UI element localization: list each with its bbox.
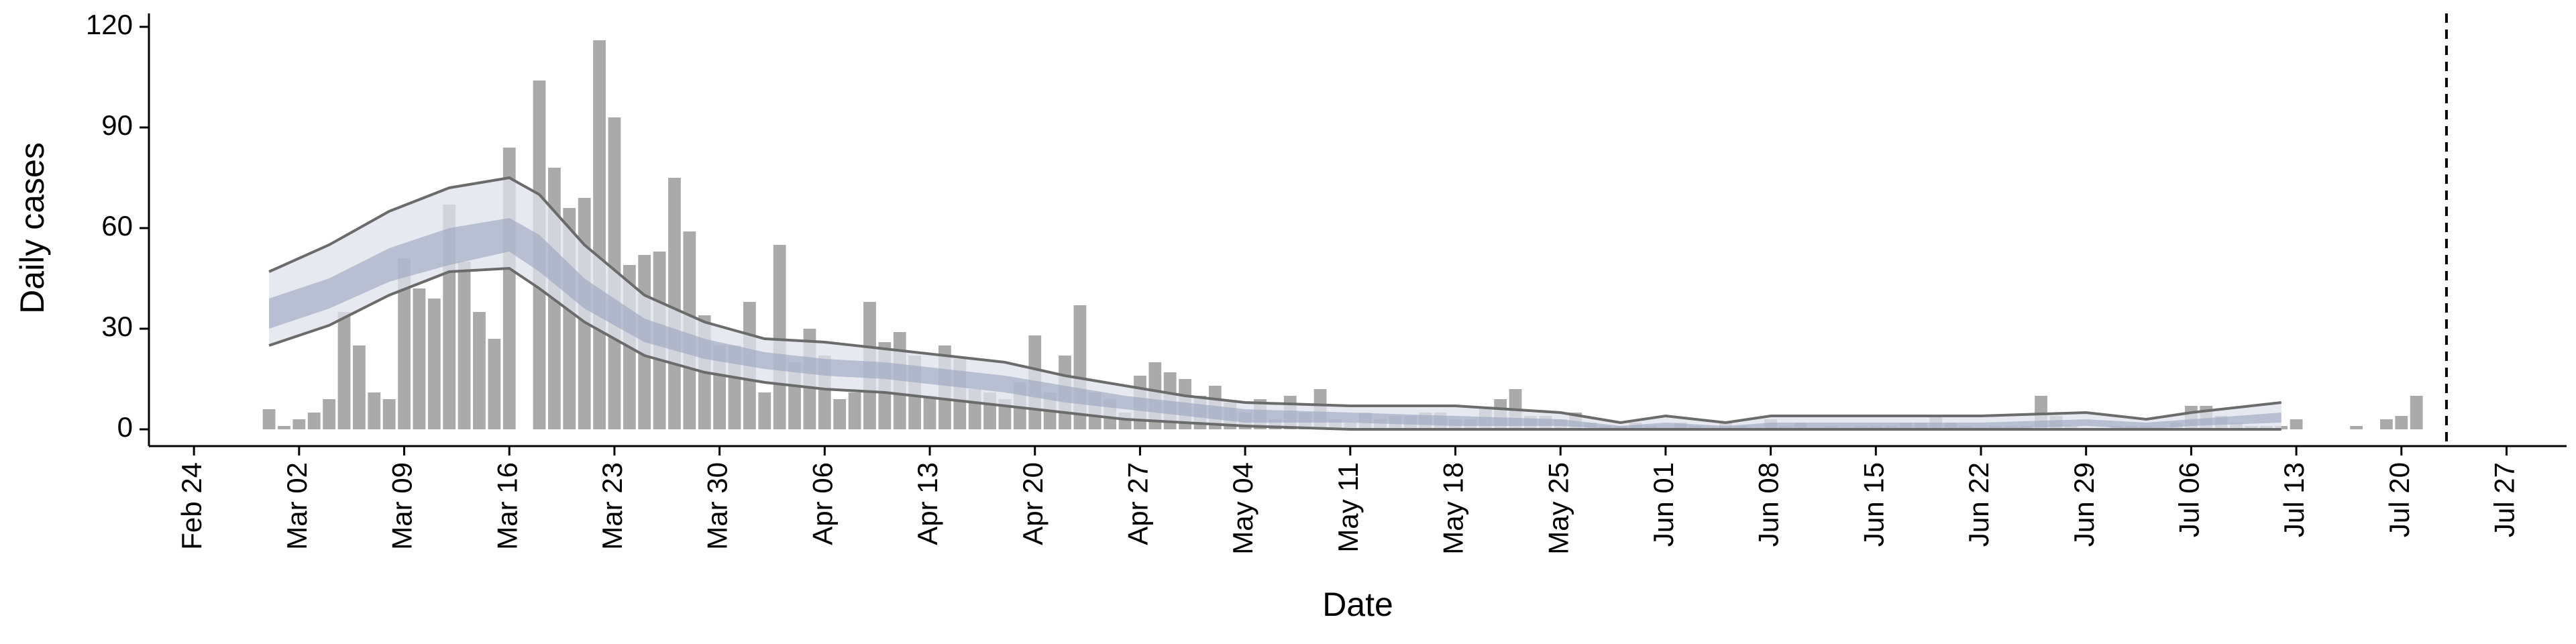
- bar: [352, 345, 366, 429]
- bar: [2350, 426, 2363, 429]
- x-tick-label: May 11: [1332, 462, 1364, 553]
- x-tick-label: Apr 20: [1017, 462, 1049, 545]
- bar: [758, 392, 771, 429]
- x-tick-label: Feb 24: [176, 462, 207, 550]
- bar: [413, 288, 426, 429]
- y-tick-label: 60: [101, 210, 133, 241]
- x-tick-label: Apr 27: [1122, 462, 1154, 545]
- bar: [307, 413, 321, 429]
- y-tick-label: 30: [101, 311, 133, 342]
- x-tick-label: Jul 06: [2173, 462, 2204, 537]
- x-axis-title: Date: [1322, 586, 1393, 623]
- bar: [923, 396, 936, 429]
- bar: [292, 419, 306, 429]
- x-tick-label: Jun 29: [2068, 462, 2100, 547]
- x-tick-label: Mar 02: [281, 462, 313, 550]
- x-tick-label: Mar 30: [702, 462, 733, 550]
- bar: [458, 262, 471, 429]
- bar: [382, 399, 396, 429]
- x-tick-label: Mar 09: [386, 462, 418, 550]
- bar: [2410, 396, 2423, 429]
- bar: [593, 40, 606, 429]
- x-tick-label: Jul 13: [2278, 462, 2310, 537]
- y-tick-label: 90: [101, 109, 133, 141]
- bar: [2379, 419, 2393, 429]
- y-tick-label: 0: [117, 411, 133, 443]
- x-tick-label: May 25: [1542, 462, 1574, 555]
- band-line: [268, 266, 2282, 431]
- x-tick-label: May 18: [1438, 462, 1469, 555]
- x-tick-label: Mar 23: [596, 462, 628, 550]
- bar: [368, 392, 381, 429]
- x-tick-label: Jul 20: [2383, 462, 2415, 537]
- x-tick-label: Jun 08: [1753, 462, 1784, 547]
- y-tick-label: 120: [86, 9, 133, 40]
- band-area: [269, 218, 2282, 429]
- x-tick-label: Mar 16: [491, 462, 523, 550]
- x-tick-label: Jun 22: [1963, 462, 1994, 547]
- bar: [848, 392, 861, 429]
- bar: [278, 426, 290, 429]
- x-tick-label: Jul 27: [2489, 462, 2520, 537]
- bar: [262, 409, 276, 429]
- bar: [323, 399, 336, 429]
- bar: [773, 245, 786, 429]
- bar: [2290, 419, 2303, 429]
- bar: [668, 178, 681, 429]
- bar: [833, 399, 847, 429]
- x-tick-label: Apr 06: [806, 462, 838, 545]
- bar: [2395, 416, 2408, 429]
- y-axis-title: Daily cases: [13, 142, 51, 314]
- x-tick-label: Jun 15: [1858, 462, 1889, 547]
- bar: [427, 299, 441, 429]
- bar: [473, 312, 486, 429]
- bar: [398, 258, 411, 429]
- x-tick-label: May 04: [1227, 462, 1258, 555]
- bar: [488, 339, 501, 429]
- x-tick-label: Jun 01: [1648, 462, 1679, 547]
- band-line: [268, 176, 2282, 425]
- x-tick-label: Apr 13: [912, 462, 943, 545]
- bar: [337, 312, 351, 429]
